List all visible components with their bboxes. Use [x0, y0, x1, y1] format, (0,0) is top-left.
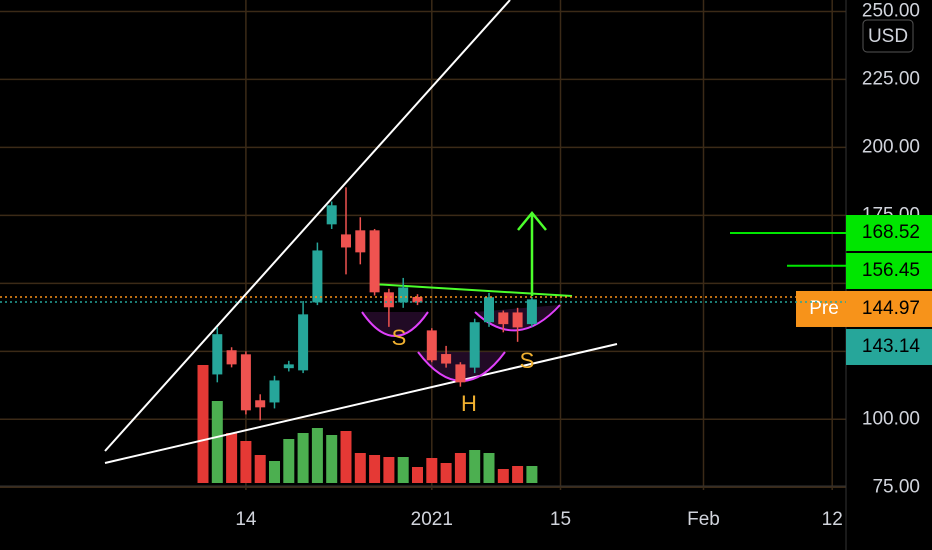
- candle-body: [212, 334, 223, 375]
- volume-bar: [311, 428, 323, 483]
- arc: [361, 311, 429, 337]
- volume-bar: [254, 455, 266, 483]
- volume-bar: [497, 469, 509, 483]
- candle-body: [240, 354, 251, 411]
- candle-body: [226, 350, 237, 365]
- price-label-box: [846, 290, 932, 327]
- candle-body: [283, 364, 294, 369]
- candle-body: [312, 250, 323, 303]
- volume-layer: [197, 365, 538, 483]
- currency-box: [862, 19, 914, 53]
- volume-bar: [383, 457, 395, 483]
- price-label: 144.97: [862, 298, 920, 319]
- price-tag: Pre: [809, 298, 839, 319]
- trend-line: [104, 343, 618, 464]
- candle-body: [426, 330, 437, 361]
- volume-bar: [297, 433, 309, 483]
- price-label: 156.45: [862, 260, 920, 281]
- price-label-box: [846, 328, 932, 365]
- candle-body: [469, 322, 480, 368]
- volume-bar: [340, 431, 352, 483]
- candle-body: [455, 364, 466, 383]
- price-label-box: [846, 252, 932, 289]
- candle-body: [255, 400, 266, 408]
- annotation: S: [520, 348, 535, 373]
- x-tick-label: 14: [235, 509, 257, 530]
- volume-bar: [226, 433, 238, 483]
- candle-body: [398, 287, 409, 303]
- trend-line: [104, 0, 511, 452]
- candle-body: [512, 312, 523, 328]
- candle-body: [498, 312, 509, 325]
- x-tick-label: Feb: [687, 509, 720, 530]
- x-tick-label: 2021: [411, 509, 453, 530]
- candle-body: [355, 230, 366, 253]
- currency-label: USD: [868, 26, 908, 47]
- volume-bar: [326, 435, 338, 483]
- price-label: 143.14: [862, 336, 921, 357]
- volume-bar: [283, 439, 295, 483]
- volume-bar: [512, 466, 524, 483]
- candle-body: [298, 314, 309, 371]
- volume-bar: [469, 450, 481, 483]
- candle-body: [526, 299, 537, 325]
- candle-body: [441, 354, 452, 364]
- candle-body: [341, 234, 351, 248]
- volume-bar: [197, 365, 209, 483]
- volume-bar: [240, 441, 252, 483]
- price-label: 168.52: [862, 222, 920, 243]
- annotation: S: [392, 325, 407, 350]
- volume-bar: [412, 467, 423, 483]
- volume-bar: [426, 458, 438, 483]
- y-tick-label: 225.00: [862, 68, 920, 89]
- neckline: [371, 283, 573, 297]
- volume-bar: [483, 453, 495, 483]
- candle-body: [412, 296, 423, 303]
- volume-bar: [440, 463, 452, 483]
- volume-bar: [397, 457, 409, 483]
- background-layer: [0, 0, 846, 490]
- x-tick-label: 15: [550, 509, 571, 530]
- annotation: H: [461, 391, 477, 416]
- volume-bar: [269, 461, 280, 483]
- volume-bar: [354, 453, 366, 483]
- candle-body: [269, 380, 280, 403]
- y-tick-label: 75.00: [872, 476, 920, 497]
- price-label-box: [846, 214, 932, 251]
- y-tick-label: 100.00: [862, 408, 920, 429]
- arrow: [517, 211, 547, 296]
- candle-body: [383, 292, 394, 308]
- candle-body: [326, 205, 337, 225]
- candle-body: [369, 230, 380, 293]
- volume-bar: [454, 453, 466, 483]
- volume-bar: [526, 466, 538, 483]
- candle-body: [484, 297, 494, 323]
- y-tick-label: 250.00: [862, 0, 920, 21]
- y-tick-label: 200.00: [862, 136, 920, 157]
- volume-bar: [369, 455, 381, 483]
- volume-bar: [211, 401, 223, 483]
- price-tag-box: [796, 290, 846, 327]
- x-tick-label: 12: [822, 509, 843, 530]
